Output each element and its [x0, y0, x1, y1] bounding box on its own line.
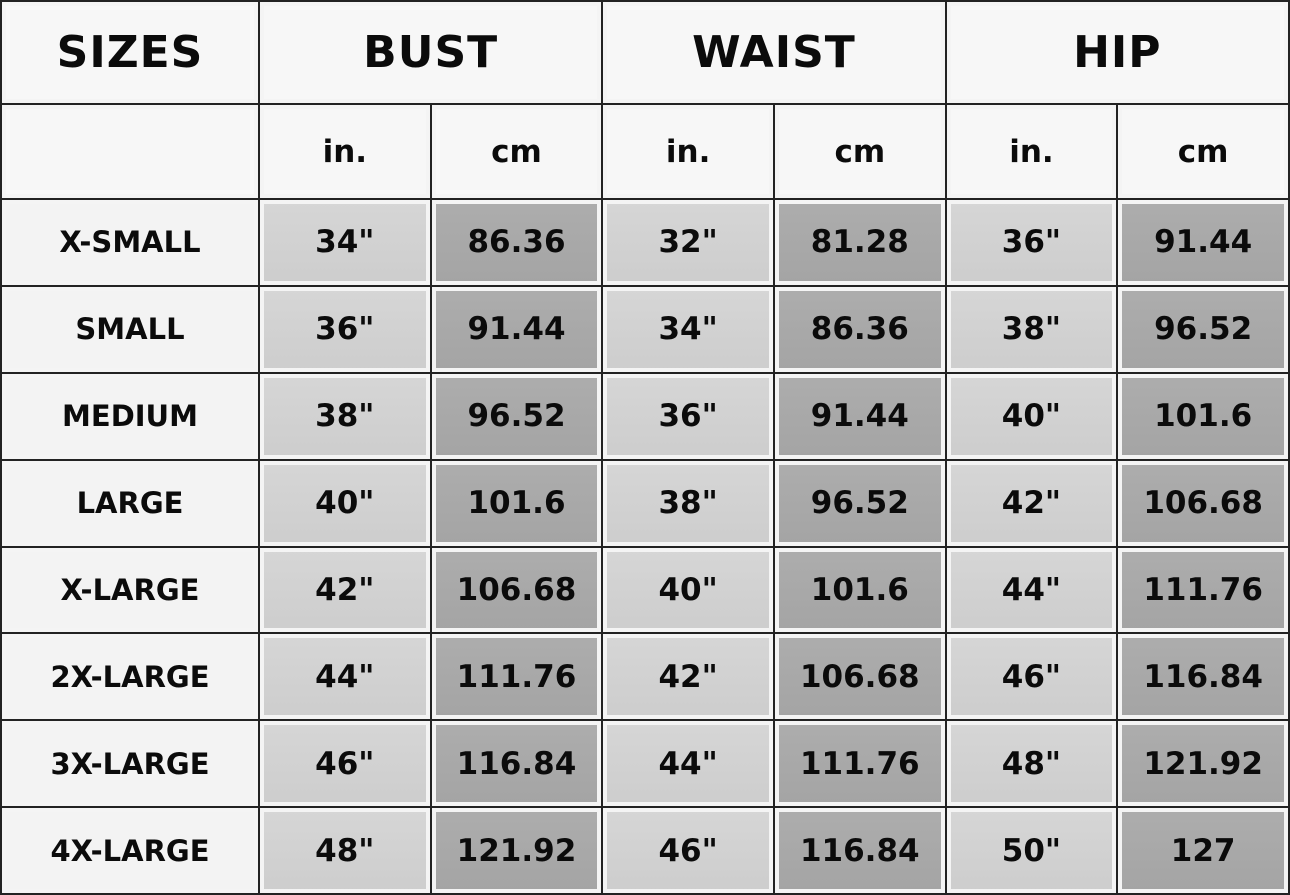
unit-cell: in.	[258, 103, 432, 200]
waist-header: WAIST	[601, 0, 947, 105]
inch-value-cell: 44"	[601, 719, 775, 809]
cm-value-cell: 96.52	[772, 458, 947, 548]
cm-value-cell: 111.76	[1116, 545, 1290, 635]
cm-value-cell: 111.76	[429, 632, 604, 722]
inch-value-cell: 36"	[601, 371, 775, 461]
inch-value-cell: 40"	[601, 545, 775, 635]
cm-value-cell: 111.76	[772, 719, 947, 809]
cm-value-cell: 91.44	[1116, 198, 1290, 287]
cm-value-cell: 96.52	[429, 371, 604, 461]
cm-value-cell: 127	[1116, 806, 1290, 895]
cm-value-cell: 116.84	[772, 806, 947, 895]
inch-value-cell: 36"	[258, 284, 432, 374]
header-row: SIZES BUST WAIST HIP	[0, 0, 1290, 105]
size-label: 3X-LARGE	[0, 719, 260, 809]
inch-value-cell: 38"	[601, 458, 775, 548]
size-label: LARGE	[0, 458, 260, 548]
cm-value-cell: 121.92	[429, 806, 604, 895]
hip-header: HIP	[944, 0, 1290, 105]
inch-value-cell: 46"	[258, 719, 432, 809]
inch-value-cell: 34"	[258, 198, 432, 287]
table-row: 2X-LARGE 44" 111.76 42" 106.68 46" 116.84	[0, 632, 1290, 722]
cm-value-cell: 116.84	[1116, 632, 1290, 722]
inch-value-cell: 48"	[258, 806, 432, 895]
table-row: X-LARGE 42" 106.68 40" 101.6 44" 111.76	[0, 545, 1290, 635]
table-row: MEDIUM 38" 96.52 36" 91.44 40" 101.6	[0, 371, 1290, 461]
inch-value-cell: 46"	[944, 632, 1119, 722]
cm-value-cell: 86.36	[772, 284, 947, 374]
cm-value-cell: 81.28	[772, 198, 947, 287]
table-row: 4X-LARGE 48" 121.92 46" 116.84 50" 127	[0, 806, 1290, 895]
inch-value-cell: 38"	[258, 371, 432, 461]
cm-value-cell: 106.68	[429, 545, 604, 635]
inch-value-cell: 44"	[944, 545, 1119, 635]
inch-value-cell: 38"	[944, 284, 1119, 374]
cm-value-cell: 106.68	[1116, 458, 1290, 548]
inch-value-cell: 42"	[258, 545, 432, 635]
unit-cell: cm	[1116, 103, 1290, 200]
inch-value-cell: 46"	[601, 806, 775, 895]
table-body: X-SMALL 34" 86.36 32" 81.28 36" 91.44 SMALL 36" 9…	[0, 198, 1290, 895]
inch-value-cell: 42"	[601, 632, 775, 722]
unit-cell: in.	[601, 103, 775, 200]
unit-cell: cm	[429, 103, 604, 200]
size-label: X-LARGE	[0, 545, 260, 635]
size-label: MEDIUM	[0, 371, 260, 461]
unit-blank-cell	[0, 103, 260, 200]
inch-value-cell: 42"	[944, 458, 1119, 548]
table-row: SMALL 36" 91.44 34" 86.36 38" 96.52	[0, 284, 1290, 374]
inch-value-cell: 48"	[944, 719, 1119, 809]
inch-value-cell: 44"	[258, 632, 432, 722]
cm-value-cell: 116.84	[429, 719, 604, 809]
cm-value-cell: 106.68	[772, 632, 947, 722]
cm-value-cell: 101.6	[429, 458, 604, 548]
cm-value-cell: 91.44	[772, 371, 947, 461]
unit-cell: cm	[772, 103, 947, 200]
cm-value-cell: 101.6	[772, 545, 947, 635]
inch-value-cell: 40"	[944, 371, 1119, 461]
cm-value-cell: 101.6	[1116, 371, 1290, 461]
size-label: 4X-LARGE	[0, 806, 260, 895]
sizes-header: SIZES	[0, 0, 260, 105]
cm-value-cell: 91.44	[429, 284, 604, 374]
bust-header: BUST	[257, 0, 604, 105]
inch-value-cell: 36"	[944, 198, 1119, 287]
unit-row: in. cm in. cm in. cm	[0, 103, 1290, 200]
cm-value-cell: 96.52	[1116, 284, 1290, 374]
inch-value-cell: 32"	[601, 198, 775, 287]
size-label: X-SMALL	[0, 198, 260, 287]
cm-value-cell: 86.36	[429, 198, 604, 287]
size-label: SMALL	[0, 284, 260, 374]
inch-value-cell: 40"	[258, 458, 432, 548]
inch-value-cell: 34"	[601, 284, 775, 374]
table-row: LARGE 40" 101.6 38" 96.52 42" 106.68	[0, 458, 1290, 548]
cm-value-cell: 121.92	[1116, 719, 1290, 809]
size-label: 2X-LARGE	[0, 632, 260, 722]
unit-cell: in.	[944, 103, 1119, 200]
table-row: 3X-LARGE 46" 116.84 44" 111.76 48" 121.92	[0, 719, 1290, 809]
inch-value-cell: 50"	[944, 806, 1119, 895]
table-row: X-SMALL 34" 86.36 32" 81.28 36" 91.44	[0, 198, 1290, 287]
